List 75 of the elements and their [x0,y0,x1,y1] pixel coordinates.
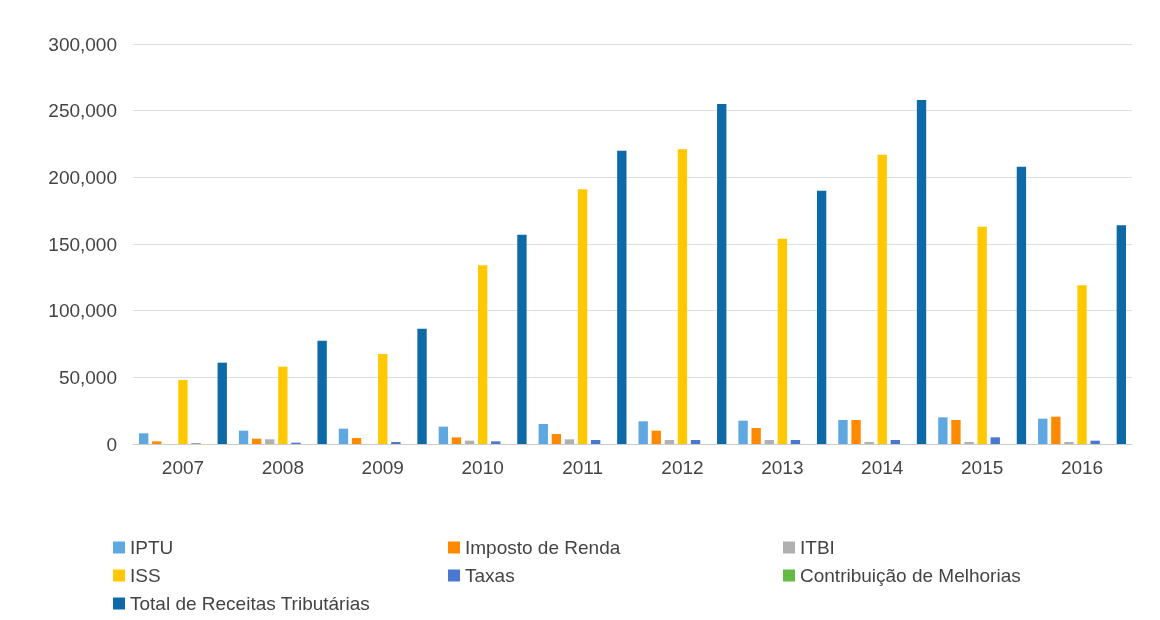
bar [217,362,227,444]
bar [438,426,449,444]
x-tick-label: 2008 [261,457,304,478]
bar [1051,416,1061,444]
bar [278,366,288,444]
bar [551,434,562,444]
bar [1038,418,1048,444]
bar [317,340,327,444]
legend-label: Taxas [465,565,515,586]
bar [717,104,727,444]
bar [816,190,827,444]
y-tick-label: 300,000 [48,33,117,55]
bar [590,440,601,444]
bar [1016,166,1027,444]
x-tick-label: 2016 [1060,457,1104,478]
bar [617,150,627,444]
y-tick-label: 50,000 [58,366,117,388]
bar [138,433,149,444]
bar [538,424,548,444]
bar [677,149,688,444]
x-tick-label: 2012 [661,457,704,478]
bar [152,441,162,444]
bar [265,439,275,444]
y-tick-label: 200,000 [48,166,117,188]
bar [890,440,901,444]
bar [938,417,948,444]
bar [877,154,887,444]
bar [477,265,488,444]
x-tick-label: 2014 [861,457,904,478]
x-tick-label: 2011 [562,457,603,478]
x-tick-label: 2007 [161,457,205,478]
bar [378,354,388,444]
y-tick-label: 100,000 [48,300,117,322]
bar [1090,440,1100,444]
bar [738,420,748,444]
y-tick-label: 150,000 [48,233,117,255]
bar [638,421,648,444]
bar [417,328,427,444]
bar [916,100,927,444]
bar [951,420,961,444]
bar [251,438,262,444]
bar [764,440,774,444]
bar [351,438,362,444]
x-tick-label: 2010 [461,457,504,478]
bar [238,430,249,444]
y-tick-label: 250,000 [48,100,117,122]
bar [1116,225,1127,444]
bar [338,428,349,444]
legend-label: ITBI [800,537,835,558]
bar [1077,285,1087,444]
bar [690,440,701,444]
bar [491,441,501,444]
x-tick-label: 2009 [361,457,404,478]
bar [564,439,575,444]
legend-label: ISS [130,565,161,586]
bar [178,380,188,444]
bar [990,437,1000,444]
x-tick-label: 2015 [961,457,1004,478]
legend-label: Imposto de Renda [465,537,621,558]
bar [751,428,761,444]
bar [451,437,462,444]
x-tick-label: 2013 [761,457,804,478]
bar [651,430,661,444]
legend-label: Total de Receitas Tributárias [130,593,370,614]
bar [977,226,987,444]
bar [777,238,788,444]
y-tick-label: 0 [106,433,117,455]
bar [790,440,801,444]
legend-label: Contribuição de Melhorias [800,565,1021,586]
bar [664,440,675,444]
legend-label: IPTU [130,537,174,558]
bar [838,420,848,444]
bar [577,189,588,444]
bar [517,234,527,444]
bar [851,420,861,444]
